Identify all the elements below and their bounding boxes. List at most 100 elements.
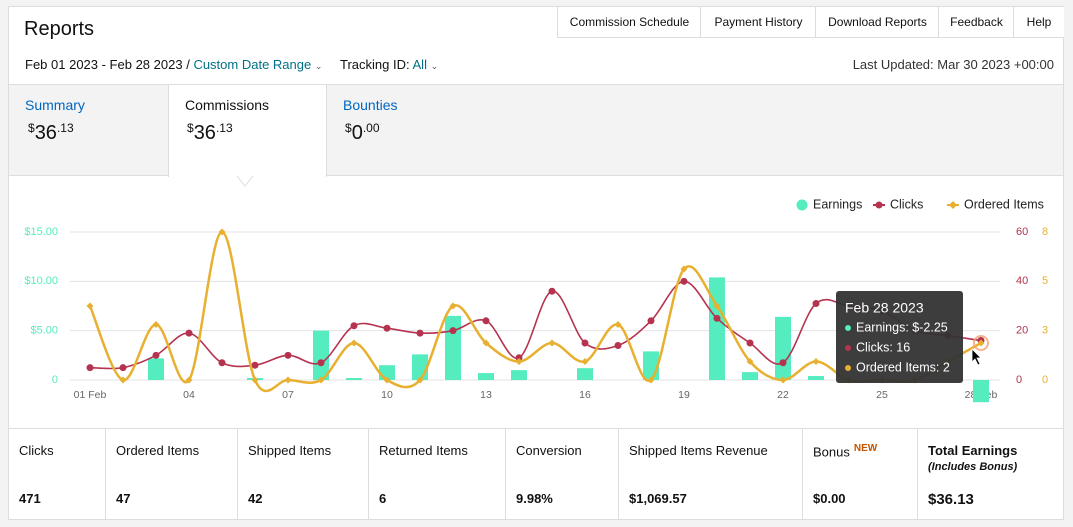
stat: Shipped Items 42 (237, 429, 369, 520)
marker (284, 351, 292, 359)
tab-label: Commissions (185, 97, 270, 113)
legend-label: Earnings (813, 197, 862, 211)
nav-button[interactable]: Payment History (700, 7, 816, 38)
tooltip: Feb 28 2023 Earnings: $-2.25 Clicks: 16 Ord… (836, 291, 963, 383)
x-tick-label: 19 (678, 389, 690, 401)
marker (614, 341, 622, 349)
marker (713, 314, 721, 322)
tooltip-line: Earnings: $-2.25 (856, 320, 948, 334)
stat-label: Bonus NEW (813, 443, 878, 460)
marker (746, 339, 754, 347)
range-type[interactable]: Custom Date Range (193, 57, 312, 72)
marker (449, 327, 457, 335)
stat: Conversion 9.98% (505, 429, 619, 520)
amount: 0 (351, 122, 363, 144)
bar (973, 380, 989, 403)
marker (581, 339, 589, 347)
stat-label: Returned Items (379, 443, 468, 458)
stat: Clicks 471 (9, 429, 105, 520)
stat-note: (Includes Bonus) (928, 461, 1018, 473)
line (89, 280, 982, 370)
currency: $ (187, 121, 194, 135)
x-tick-label: 25 (876, 389, 888, 401)
cents: .13 (215, 121, 233, 135)
legend-label: Clicks (890, 197, 923, 211)
currency: $ (345, 121, 352, 135)
tooltip-dot (845, 325, 851, 331)
marker (251, 376, 259, 384)
stat-label: Total Earnings (928, 443, 1018, 458)
cents: .00 (362, 121, 380, 135)
marker (152, 351, 160, 359)
bar (709, 277, 725, 380)
x-tick-label: 10 (381, 389, 393, 401)
tracking-label: Tracking ID: (340, 57, 410, 72)
x-tick-label: 16 (579, 389, 591, 401)
bar (478, 373, 494, 380)
amount: 36 (34, 122, 57, 144)
marker (482, 317, 490, 325)
bar (346, 378, 362, 380)
stat-value: 471 (19, 491, 41, 506)
bar (577, 368, 593, 380)
x-tick-label: 01 Feb (74, 389, 107, 401)
marker (515, 354, 523, 362)
marker (185, 376, 193, 384)
marker (680, 277, 688, 285)
tab[interactable]: Bounties $0.00 (326, 85, 485, 175)
stat-label: Ordered Items (116, 443, 200, 458)
cents: .13 (56, 121, 74, 135)
bar (808, 376, 824, 380)
bar (148, 358, 164, 380)
stat-value: $0.00 (813, 491, 846, 506)
marker (779, 359, 787, 367)
badge: NEW (853, 443, 878, 454)
nav-button[interactable]: Commission Schedule (557, 7, 701, 38)
marker (317, 376, 325, 384)
tab-active[interactable]: Commissions $36.13 (168, 85, 327, 177)
marker (350, 339, 358, 347)
y-tick-label: 40 (1016, 275, 1028, 287)
stat-label: Clicks (19, 443, 54, 458)
tab[interactable]: Summary $36.13 (9, 85, 168, 175)
amount: 36 (193, 122, 216, 144)
currency: $ (28, 121, 35, 135)
nav-button[interactable]: Help (1013, 7, 1064, 38)
nav-button[interactable]: Feedback (938, 7, 1014, 38)
tracking-value[interactable]: All (412, 57, 427, 72)
marker (812, 300, 820, 308)
marker (86, 364, 94, 372)
marker (449, 302, 457, 310)
stat: Shipped Items Revenue $1,069.57 (618, 429, 803, 520)
marker (416, 376, 424, 384)
stat-value: 6 (379, 491, 387, 506)
filter-row: Feb 01 2023 - Feb 28 2023 / Custom Date … (25, 57, 439, 72)
y-tick-label: 5 (1042, 275, 1048, 287)
marker (746, 358, 754, 365)
tooltip-dot (845, 345, 851, 351)
tab-band: Summary $36.13 Commissions $36.13 Bounti… (9, 84, 1063, 177)
y-tick-label: 0 (1042, 374, 1048, 386)
stat-label: Shipped Items (248, 443, 332, 458)
marker (350, 322, 358, 330)
page-title: Reports (24, 18, 95, 40)
tab-pointer (236, 175, 254, 187)
y-tick-label: 0 (52, 374, 58, 386)
y-tick-label: 20 (1016, 325, 1028, 337)
stat: Bonus NEW $0.00 (802, 429, 918, 520)
bar (511, 370, 527, 380)
tab-label: Bounties (343, 97, 398, 113)
legend-swatch (875, 201, 883, 209)
stat-value: $36.13 (928, 491, 974, 508)
marker (119, 376, 127, 384)
marker (581, 358, 589, 365)
nav-button[interactable]: Download Reports (815, 7, 939, 38)
bar (775, 316, 791, 380)
tooltip-dot (845, 365, 851, 371)
legend-swatch (949, 201, 957, 209)
marker (218, 228, 226, 236)
stat: Returned Items 6 (368, 429, 506, 520)
date-range: Feb 01 2023 - Feb 28 2023 (25, 57, 183, 72)
marker (548, 287, 556, 295)
